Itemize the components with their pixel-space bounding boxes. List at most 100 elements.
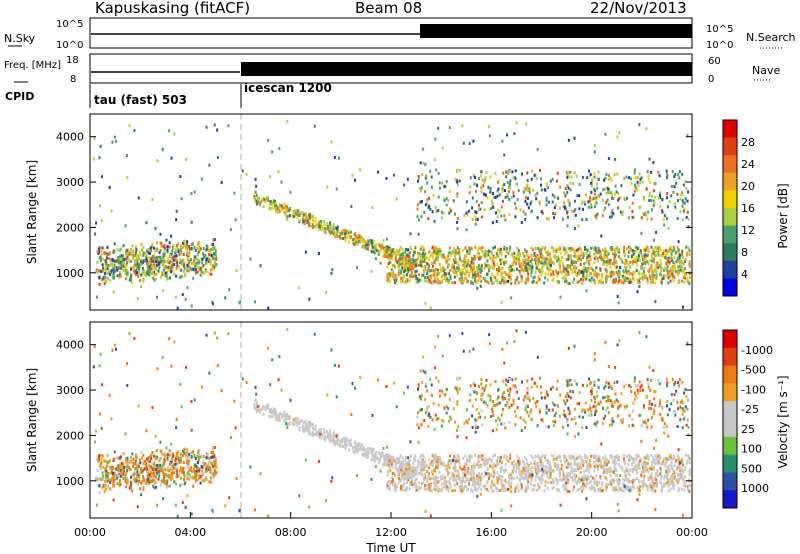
power-echo-640: [109, 279, 112, 283]
power-echo-3068: [335, 187, 338, 191]
power-echo-1422: [675, 251, 678, 255]
noise-right-tick-bottom: 10^0: [706, 40, 733, 51]
power-echo-3070: [374, 257, 377, 261]
power-echo-547: [118, 257, 121, 261]
velocity-echo-986: [302, 421, 305, 425]
velocity-echo-1231: [659, 477, 662, 481]
power-echo-352: [148, 252, 151, 256]
power-echo-2320: [423, 252, 426, 256]
power-echo-1408: [607, 259, 610, 263]
power-echo-2329: [667, 281, 670, 285]
power-echo-2020: [656, 251, 659, 255]
velocity-echo-461: [150, 475, 153, 479]
power-echo-264: [198, 244, 201, 248]
velocity-echo-546: [112, 471, 115, 475]
velocity-echo-369: [212, 446, 215, 450]
velocity-echo-192: [119, 479, 122, 483]
velocity-echo-1340: [575, 468, 578, 472]
velocity-echo-976: [285, 413, 288, 417]
power-echo-2890: [485, 170, 488, 174]
power-echo-2347: [609, 266, 612, 270]
power-echo-202: [153, 278, 156, 282]
power-echo-3014: [473, 176, 476, 180]
power-echo-2042: [495, 252, 498, 256]
power-echo-2296: [680, 279, 683, 283]
power-echo-2434: [452, 270, 455, 274]
power-echo-2405: [453, 260, 456, 264]
power-echo-2524: [623, 252, 626, 256]
power-echo-612: [186, 251, 189, 255]
power-echo-3192: [667, 226, 670, 230]
power-echo-1554: [394, 265, 397, 269]
power-echo-2958: [503, 214, 506, 218]
power-echo-2511: [465, 270, 468, 274]
power-echo-3300: [379, 261, 382, 265]
power-echo-2015: [423, 265, 426, 269]
velocity-echo-1609: [622, 477, 625, 481]
power-echo-2575: [671, 170, 674, 174]
power-echo-1402: [517, 258, 520, 262]
power-echo-3270: [567, 138, 570, 142]
power-echo-3107: [351, 173, 354, 177]
power-echo-1787: [605, 274, 608, 278]
power-echo-2230: [470, 264, 473, 268]
station-title: Kapuskasing (fitACF): [95, 0, 250, 17]
power-echo-1850: [665, 273, 668, 277]
power-echo-1101: [643, 276, 646, 280]
velocity-echo-549: [102, 477, 105, 481]
power-echo-1705: [441, 255, 444, 259]
velocity-echo-1490: [543, 489, 546, 493]
power-echo-2051: [650, 259, 653, 263]
power-echo-2068: [444, 278, 447, 282]
power-echo-259: [199, 247, 202, 251]
power-echo-461: [150, 267, 153, 271]
power-echo-1318: [464, 258, 467, 262]
power-echo-2842: [601, 198, 604, 202]
velocity-echo-587: [199, 481, 202, 485]
frequency-right-tick-top: 60: [708, 56, 721, 67]
power-echo-473: [196, 270, 199, 274]
power-echo-3073: [208, 163, 211, 167]
velocity-echo-1499: [475, 476, 478, 480]
power-echo-2437: [492, 256, 495, 260]
power-echo-2045: [525, 254, 528, 258]
power-echo-1883: [509, 245, 512, 249]
power-echo-1253: [625, 258, 628, 262]
velocity-echo-37: [192, 484, 195, 488]
power-echo-838: [398, 251, 401, 255]
power-echo-416: [107, 256, 110, 260]
velocity-echo-152: [125, 457, 128, 461]
power-echo-2369: [631, 273, 634, 277]
power-echo-1609: [622, 269, 625, 273]
power-echo-250: [174, 249, 177, 253]
velocity-echo-1351: [436, 485, 439, 489]
power-echo-1519: [676, 245, 679, 249]
power-echo-103: [122, 260, 125, 264]
power-echo-2338: [484, 276, 487, 280]
power-echo-2895: [618, 197, 621, 201]
power-echo-205: [119, 255, 122, 259]
power-echo-1359: [673, 268, 676, 272]
velocity-echo-1044: [382, 462, 385, 466]
power-echo-59: [152, 246, 155, 250]
power-echo-2305: [630, 254, 633, 258]
power-echo-1917: [477, 269, 480, 273]
velocity-echo-859: [374, 452, 377, 456]
power-echo-1301: [458, 251, 461, 255]
power-echo-1082: [530, 246, 533, 250]
velocity-echo-1061: [298, 421, 301, 425]
power-echo-2860: [551, 177, 554, 181]
power-echo-700: [348, 240, 351, 244]
power-echo-2421: [505, 280, 508, 284]
power-echo-556: [126, 248, 129, 252]
velocity-echo-891: [411, 475, 414, 479]
power-echo-1925: [550, 272, 553, 276]
velocity-echo-591: [139, 461, 142, 465]
power-echo-1966: [455, 266, 458, 270]
power-echo-2328: [436, 247, 439, 251]
power-echo-2402: [529, 259, 532, 263]
power-echo-2228: [405, 280, 408, 284]
power-echo-1385: [565, 269, 568, 273]
power-echo-3132: [331, 268, 334, 272]
